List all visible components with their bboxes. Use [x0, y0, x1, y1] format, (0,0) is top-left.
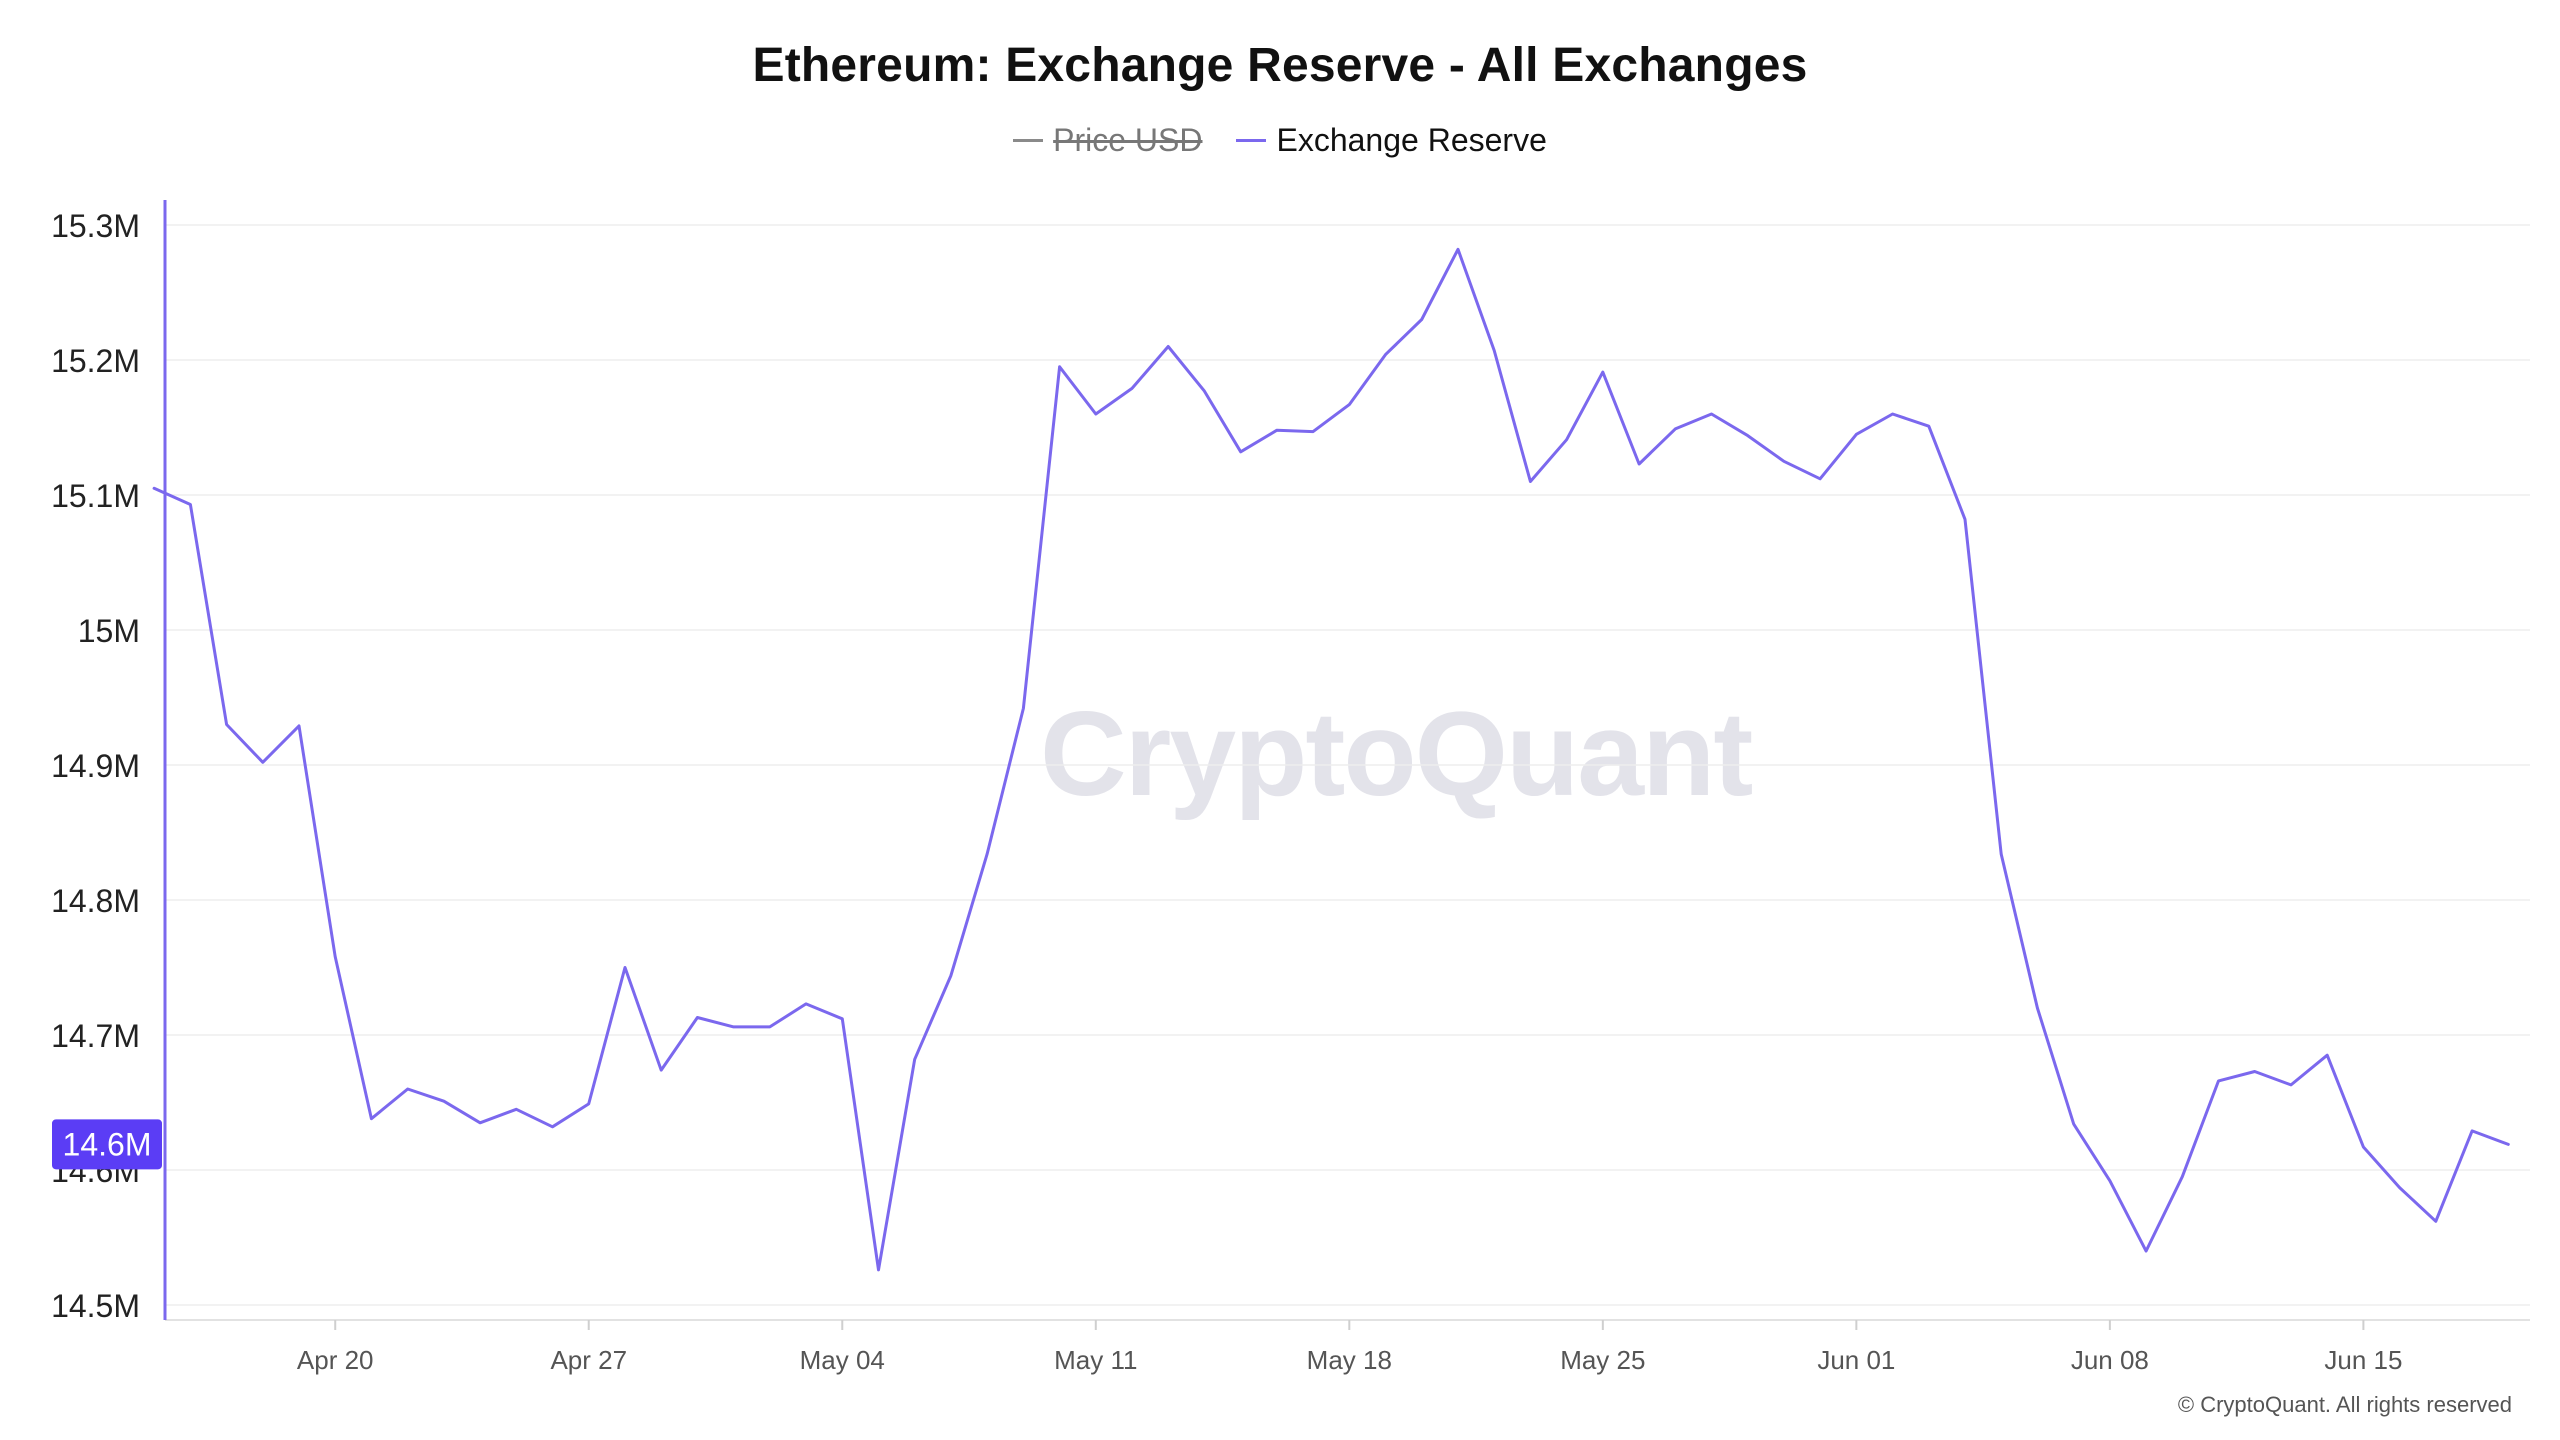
data-point — [513, 1106, 519, 1112]
data-point — [2034, 1005, 2040, 1011]
data-point — [1708, 411, 1714, 417]
data-point — [1817, 476, 1823, 482]
data-point — [1165, 344, 1171, 350]
data-point — [550, 1124, 556, 1130]
legend-item-price-usd[interactable]: Price USD — [1013, 122, 1202, 159]
data-point — [1600, 369, 1606, 375]
data-point — [984, 851, 990, 857]
copyright-notice: © CryptoQuant. All rights reserved — [2177, 1392, 2512, 1417]
data-point — [1455, 246, 1461, 252]
data-point — [1636, 461, 1642, 467]
data-point — [405, 1086, 411, 1092]
data-point — [2252, 1068, 2258, 1074]
data-point — [1057, 364, 1063, 370]
data-point — [296, 723, 302, 729]
data-point — [2433, 1218, 2439, 1224]
data-point — [1890, 411, 1896, 417]
data-point — [368, 1116, 374, 1122]
data-point — [2505, 1141, 2511, 1147]
data-point — [839, 1016, 845, 1022]
legend-swatch-exchange-reserve — [1236, 139, 1267, 142]
data-point — [477, 1120, 483, 1126]
legend-swatch-price-usd — [1013, 139, 1044, 142]
data-point — [2107, 1178, 2113, 1184]
data-point — [658, 1067, 664, 1073]
data-point — [1419, 317, 1425, 323]
data-point — [1129, 385, 1135, 391]
data-point — [441, 1098, 447, 1104]
data-point — [1274, 427, 1280, 433]
data-point — [1527, 479, 1533, 485]
y-tick-label: 14.9M — [51, 748, 140, 784]
data-point — [2288, 1082, 2294, 1088]
data-point — [187, 501, 193, 507]
data-point — [1962, 516, 1968, 522]
data-point — [1093, 411, 1099, 417]
data-point — [1998, 851, 2004, 857]
data-point — [1238, 449, 1244, 455]
data-point — [151, 485, 157, 491]
data-point — [2071, 1121, 2077, 1127]
data-point — [1201, 388, 1207, 394]
legend-item-exchange-reserve[interactable]: Exchange Reserve — [1236, 122, 1547, 159]
chart-title: Ethereum: Exchange Reserve - All Exchang… — [752, 39, 1808, 92]
x-tick-label: May 18 — [1307, 1345, 1392, 1375]
data-point — [1672, 426, 1678, 432]
series-line-exchange-reserve — [152, 247, 2510, 1272]
data-point — [1926, 423, 1932, 429]
x-tick-label: Apr 20 — [297, 1345, 374, 1375]
data-point — [2179, 1174, 2185, 1180]
data-point — [224, 722, 230, 728]
current-value-badge: 14.6M — [52, 1119, 162, 1170]
chart-legend: Price USD Exchange Reserve — [0, 122, 2560, 159]
data-point — [260, 759, 266, 765]
data-point — [2469, 1128, 2475, 1134]
data-point — [622, 965, 628, 971]
x-tick-label: May 04 — [800, 1345, 885, 1375]
y-tick-label: 15.2M — [51, 343, 140, 379]
x-tick-label: Jun 01 — [1817, 1345, 1895, 1375]
data-point — [2324, 1052, 2330, 1058]
x-tick-label: Jun 15 — [2324, 1345, 2402, 1375]
data-point — [332, 954, 338, 960]
data-point — [1020, 705, 1026, 711]
data-point — [912, 1056, 918, 1062]
x-tick-label: May 11 — [1054, 1345, 1137, 1375]
data-point — [1310, 429, 1316, 435]
data-point — [1853, 431, 1859, 437]
y-tick-label: 15M — [78, 613, 140, 649]
data-point — [1781, 458, 1787, 464]
watermark-logo: CryptoQuant — [1040, 687, 1753, 821]
data-point — [2360, 1144, 2366, 1150]
data-point — [694, 1014, 700, 1020]
y-tick-label: 14.8M — [51, 883, 140, 919]
data-point — [2216, 1078, 2222, 1084]
data-point — [1745, 433, 1751, 439]
legend-label-price-usd: Price USD — [1053, 122, 1203, 158]
x-tick-label: Jun 08 — [2071, 1345, 2149, 1375]
data-point — [2397, 1185, 2403, 1191]
data-point — [1383, 352, 1389, 358]
data-point — [731, 1024, 737, 1030]
y-tick-label: 14.7M — [51, 1018, 140, 1054]
data-point — [875, 1267, 881, 1273]
data-point — [803, 1001, 809, 1007]
y-tick-label: 15.3M — [51, 208, 140, 244]
x-tick-label: Apr 27 — [550, 1345, 627, 1375]
data-point — [1491, 348, 1497, 354]
legend-label-exchange-reserve: Exchange Reserve — [1276, 122, 1547, 158]
current-value-label: 14.6M — [63, 1126, 152, 1162]
data-point — [1564, 437, 1570, 443]
data-point — [586, 1101, 592, 1107]
x-tick-label: May 25 — [1560, 1345, 1645, 1375]
data-point — [2143, 1248, 2149, 1254]
data-point — [948, 973, 954, 979]
current-value-badge-bg — [52, 1119, 162, 1170]
y-tick-label: 14.5M — [51, 1288, 140, 1324]
data-point — [767, 1024, 773, 1030]
y-tick-label: 15.1M — [51, 478, 140, 514]
data-point — [1346, 402, 1352, 408]
